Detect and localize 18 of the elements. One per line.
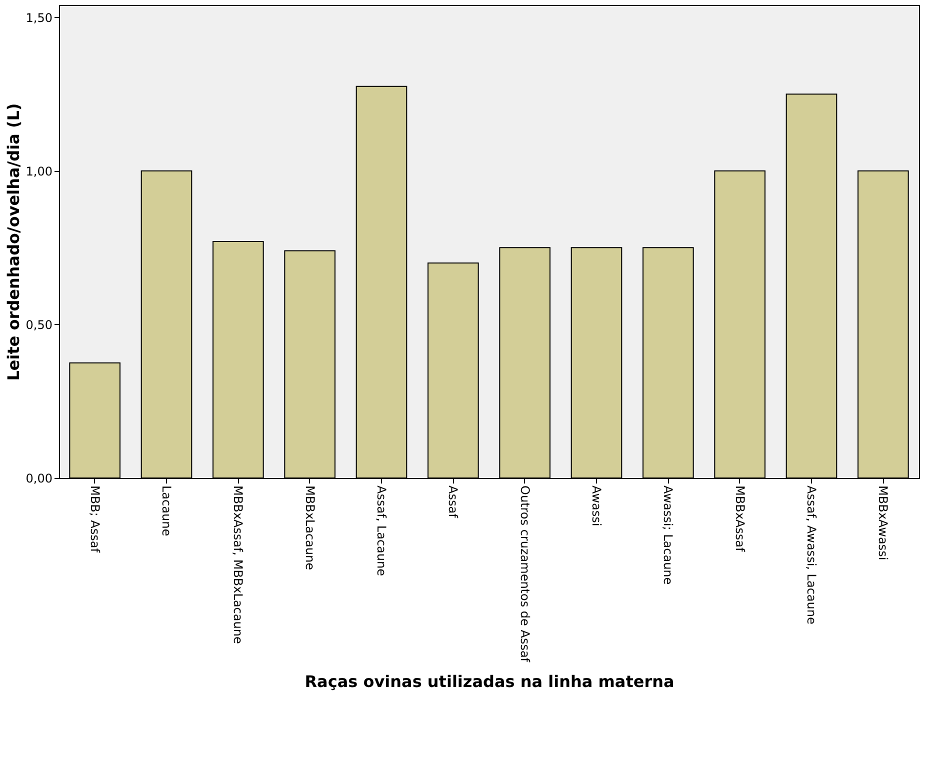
y-tick-label: 1,00: [26, 164, 52, 178]
x-axis-title: Raças ovinas utilizadas na linha materna: [304, 672, 674, 692]
x-tick-label: MBBxAwassi: [876, 486, 890, 560]
y-tick-label: 0,50: [26, 318, 52, 332]
x-tick-label: Lacaune: [160, 486, 174, 536]
x-tick-label: Assaf, Awassi, Lacaune: [804, 486, 818, 624]
x-tick-label: Assaf: [446, 486, 460, 519]
y-axis-title: Leite ordenhado/ovelha/dia (L): [4, 103, 23, 381]
y-tick-label: 0,00: [26, 472, 52, 486]
x-tick-label: MBB; Assaf: [88, 486, 102, 554]
x-tick-label: Assaf, Lacaune: [374, 486, 388, 576]
y-tick-label: 1,50: [26, 10, 52, 25]
x-tick-label: Awassi; Lacaune: [661, 486, 676, 585]
x-tick-label: MBBxAssaf: [732, 486, 747, 552]
x-tick-label: Awassi: [590, 486, 604, 526]
x-tick-label: Outros cruzamentos de Assaf: [518, 486, 532, 663]
x-tick-label: MBBxLacaune: [302, 486, 317, 570]
x-tick-label: MBBxAssaf, MBBxLacaune: [231, 486, 246, 644]
